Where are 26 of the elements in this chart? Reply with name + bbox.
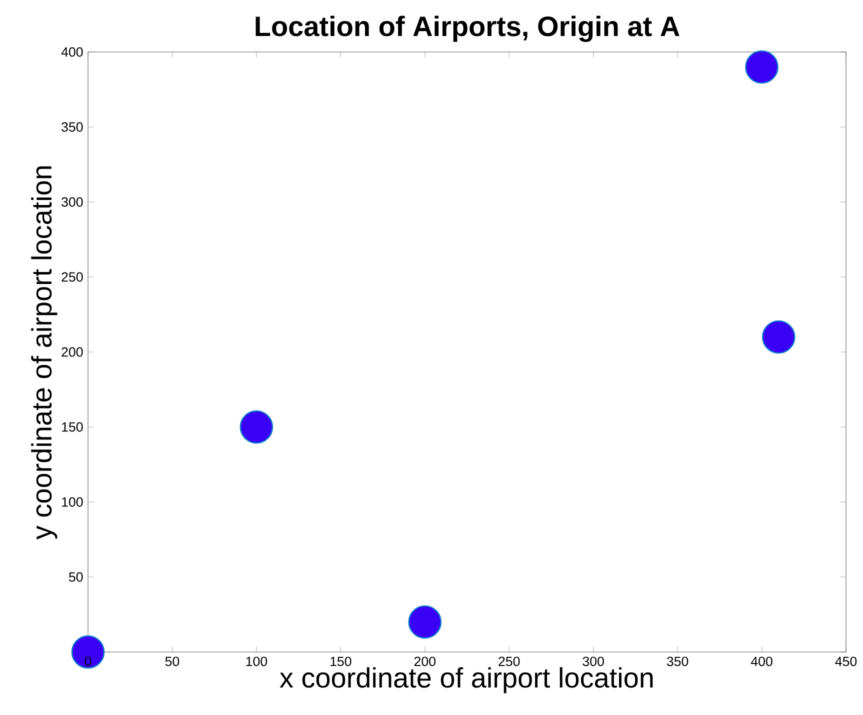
y-tick-label: 150 [62,422,83,432]
y-tick-label: 350 [62,122,83,132]
x-tick-label: 350 [666,656,688,666]
y-tick-label: 200 [62,347,83,357]
y-axis-title: y coordinate of airport location [31,166,58,540]
y-tick-label: 300 [62,197,83,207]
x-tick-label: 100 [246,656,268,666]
x-tick-label: 400 [750,656,772,666]
y-tick-label: 250 [62,272,83,282]
y-tick-label: 100 [62,497,83,507]
x-tick-label: 450 [835,656,857,666]
point [240,410,274,444]
x-tick-label: 300 [582,656,604,666]
chart-title: Location of Airports, Origin at A [256,16,680,42]
y-tick-label: 400 [61,47,83,57]
point [408,605,442,639]
x-tick-label: 0 [84,656,92,666]
y-tick-label: 50 [69,572,83,582]
x-tick-label: 200 [414,656,436,666]
x-tick-label: 250 [498,656,520,666]
point [745,50,778,84]
point [762,320,796,354]
point [71,635,105,669]
x-axis-title: x coordinate of airport location [280,667,653,694]
x-tick-label: 150 [330,656,352,666]
x-tick-label: 50 [165,656,180,666]
